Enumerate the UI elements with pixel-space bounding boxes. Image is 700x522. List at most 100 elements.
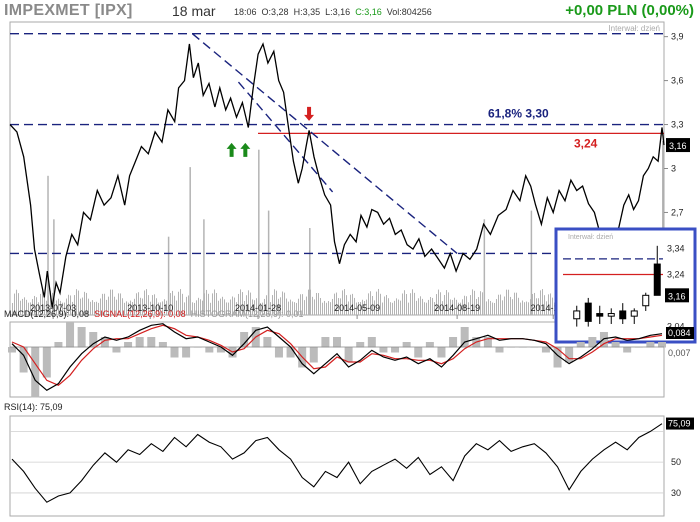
volume-bar [246, 295, 247, 315]
volume-bar [212, 293, 213, 315]
volume-bar [38, 302, 39, 315]
candle-body [607, 313, 615, 317]
histogram-bar [495, 347, 504, 353]
volume-bar [432, 297, 433, 315]
volume-bar [408, 302, 409, 315]
volume-bar [296, 302, 297, 315]
volume-bar [94, 302, 95, 315]
histogram-bar [158, 342, 167, 348]
candle-body [584, 302, 592, 322]
volume-bar [150, 301, 151, 315]
volume-bar [380, 293, 381, 315]
rsi-label: RSI(14): 75,09 [4, 402, 63, 412]
volume-bar [270, 302, 271, 315]
histogram-bar [333, 337, 341, 348]
histogram-bar [541, 347, 550, 353]
volume-bar [442, 301, 443, 315]
volume-bar [134, 298, 135, 315]
volume-bar [504, 296, 505, 315]
volume-bar [172, 290, 173, 315]
volume-bar [58, 298, 59, 315]
volume-bar [534, 292, 535, 315]
volume-bar [256, 298, 257, 315]
inset-y-tick-label: 3,04 [667, 322, 685, 332]
histogram-bar [66, 322, 75, 348]
volume-bar [18, 293, 19, 315]
volume-bar [82, 297, 83, 315]
volume-bar [332, 298, 333, 315]
volume-bar [288, 301, 289, 315]
volume-bar [488, 299, 489, 315]
level-label: 61,8% 3,30 [488, 107, 549, 121]
macd-legend: MACD(12,26,9): 0,08 SIGNAL(12,26,9): 0,0… [4, 309, 304, 319]
histogram-bar [147, 337, 156, 348]
volume-bar [550, 293, 551, 315]
histogram-bar [449, 337, 458, 348]
volume-bar [314, 299, 315, 315]
x-tick-label: 2013-07-03 [30, 303, 76, 313]
volume-bar [524, 302, 525, 315]
red-down-arrow-icon [304, 106, 315, 121]
volume-bar [406, 294, 407, 315]
volume-bar [234, 297, 235, 315]
inset-y-tick-label: 3,34 [667, 243, 685, 253]
histogram-bar [42, 347, 51, 378]
histogram-bar [553, 347, 562, 368]
volume-bar [552, 297, 553, 315]
volume-bar [350, 294, 351, 315]
volume-bar [520, 302, 521, 315]
volume-bar [290, 299, 291, 315]
volume-bar [530, 299, 531, 315]
volume-bar [286, 298, 287, 315]
trendline [237, 81, 334, 193]
volume-bar [70, 295, 71, 315]
candle-body [653, 263, 661, 296]
histogram-bar [565, 347, 574, 363]
price-y-tick-label: 3,9 [671, 32, 684, 42]
volume-bar [338, 298, 339, 315]
macd-value-label: 0,084 [668, 328, 691, 338]
volume-bar [496, 299, 497, 315]
volume-bar [450, 299, 451, 315]
volume-bar [336, 292, 337, 315]
volume-bar [50, 290, 51, 315]
price-y-tick-label: 3 [671, 164, 676, 174]
rsi-tick-label: 50 [671, 457, 681, 467]
volume-bar [146, 289, 147, 315]
volume-bar [224, 299, 225, 315]
histogram-bar [216, 347, 225, 353]
open-value: O:3,28 [261, 7, 289, 17]
candle-body [642, 294, 650, 307]
volume-spike [530, 210, 533, 315]
price-line [9, 42, 665, 308]
volume-bar [418, 298, 419, 315]
volume-bar [200, 299, 201, 315]
volume-bar [140, 297, 141, 315]
volume-bar [452, 299, 453, 315]
histogram-bar [77, 327, 86, 348]
volume-bar [152, 295, 153, 315]
volume-bar [326, 302, 327, 315]
volume-bar [176, 300, 177, 315]
volume-bar [466, 296, 467, 315]
volume-bar [364, 300, 365, 315]
volume-bar [320, 298, 321, 315]
volume-bar [324, 300, 325, 315]
volume-bar [334, 293, 335, 315]
volume-bar [242, 292, 243, 315]
interval-label: Interwał: dzień [608, 24, 660, 33]
price-change: +0,00 PLN (0,00%) [565, 2, 694, 19]
volume-bar [14, 293, 15, 315]
volume-bar [192, 302, 193, 315]
volume-bar [114, 296, 115, 315]
volume-bar [272, 295, 273, 315]
histogram-bar [19, 347, 28, 373]
histogram-bar [31, 347, 40, 398]
volume-bar [228, 302, 229, 315]
volume-bar [506, 289, 507, 315]
inset-interval-label: Interwał: dzień [568, 234, 613, 241]
volume-bar [392, 302, 393, 315]
volume-bar [482, 292, 483, 315]
volume-bar [480, 291, 481, 315]
